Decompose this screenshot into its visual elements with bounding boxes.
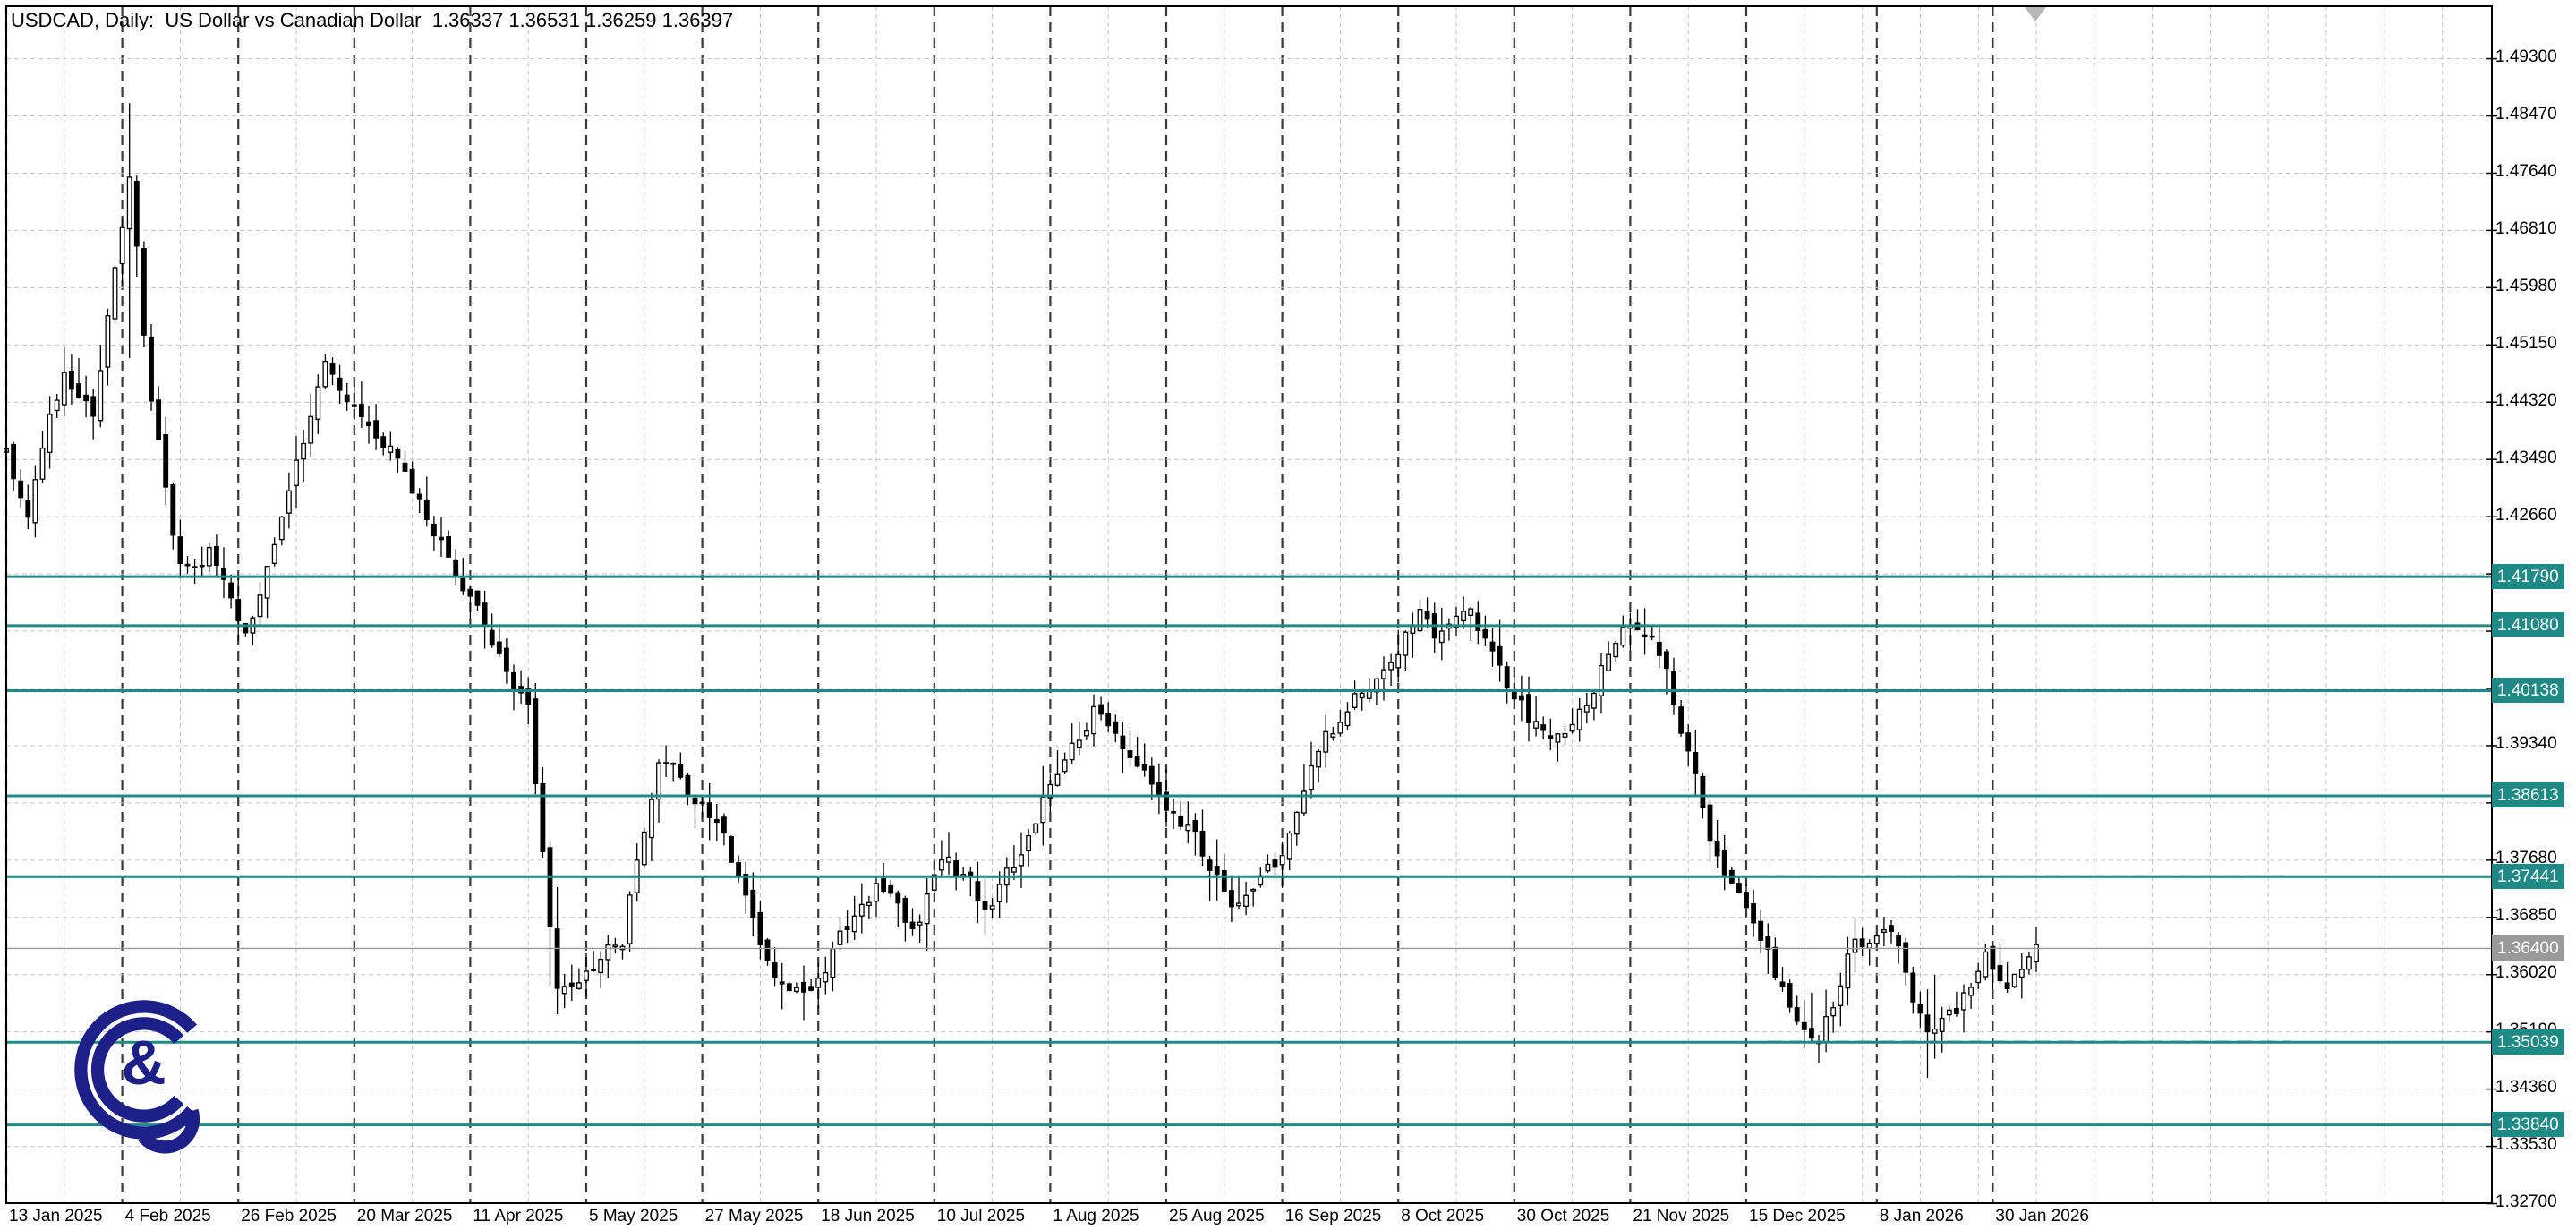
- svg-text:&: &: [122, 1028, 166, 1098]
